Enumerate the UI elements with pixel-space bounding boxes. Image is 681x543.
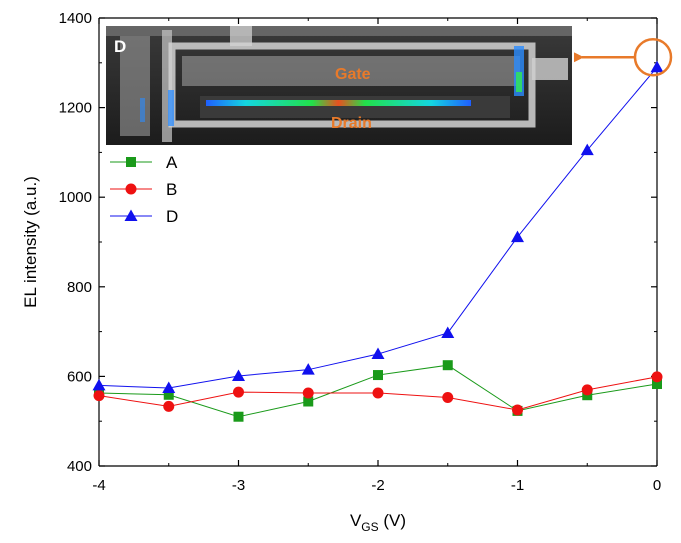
inset-corner-label: D bbox=[114, 37, 126, 56]
series-b-point bbox=[651, 371, 663, 383]
series-b-point bbox=[233, 386, 244, 398]
x-tick-label: -2 bbox=[371, 477, 384, 494]
y-tick-label: 400 bbox=[67, 458, 92, 475]
legend-a-marker bbox=[126, 157, 136, 167]
series-d-point bbox=[92, 378, 106, 391]
data-series bbox=[92, 60, 664, 422]
inset-left-line bbox=[162, 30, 172, 142]
series-d-point bbox=[301, 363, 315, 375]
axis-ticks: -4 -3 -2 -1 0 400 600 800 1000 1200 1400 bbox=[59, 10, 662, 494]
series-b-point bbox=[512, 404, 523, 416]
highlight-circle bbox=[633, 38, 673, 77]
inset-top-pad bbox=[230, 26, 252, 46]
series-d-point bbox=[441, 326, 455, 338]
legend-a-label: A bbox=[166, 153, 178, 172]
series-d-point bbox=[580, 143, 594, 156]
y-tick-label: 1400 bbox=[59, 10, 92, 27]
series-d bbox=[92, 60, 664, 394]
series-b-point bbox=[302, 387, 314, 399]
series-d-point bbox=[511, 230, 524, 243]
series-b-point bbox=[93, 390, 105, 402]
series-a-point bbox=[163, 389, 174, 400]
y-tick-label: 1000 bbox=[59, 189, 92, 206]
x-axis-title-unit: (V) bbox=[379, 511, 406, 530]
series-d-point bbox=[650, 60, 664, 73]
x-axis-title-subscript: GS bbox=[361, 520, 378, 534]
series-a-point bbox=[442, 360, 453, 371]
highlight-annotation bbox=[574, 38, 673, 77]
x-tick-label: -3 bbox=[232, 477, 245, 494]
inset-right-terminal bbox=[532, 58, 568, 80]
inset-gate-loop-outer bbox=[168, 42, 536, 128]
series-d-point bbox=[162, 381, 176, 394]
x-tick-label: 0 bbox=[653, 477, 661, 494]
x-axis-title: VGS (V) bbox=[350, 511, 406, 534]
y-tick-label: 800 bbox=[67, 279, 92, 296]
series-b-point bbox=[372, 387, 384, 399]
legend-d-label: D bbox=[166, 207, 178, 226]
series-b-point bbox=[581, 384, 593, 396]
inset-drain-emission bbox=[206, 100, 471, 106]
series-a-point bbox=[303, 396, 314, 407]
inset-left-glow bbox=[168, 90, 174, 126]
x-tick-label: -1 bbox=[511, 477, 524, 494]
x-tick-label: -4 bbox=[92, 477, 105, 494]
series-a-point bbox=[373, 370, 383, 381]
series-d-point bbox=[232, 369, 245, 381]
y-tick-label: 600 bbox=[67, 368, 92, 385]
inset-gate-label: Gate bbox=[335, 66, 371, 83]
inset-top-strip bbox=[106, 26, 572, 36]
legend-b-label: B bbox=[166, 180, 177, 199]
series-b-point bbox=[442, 391, 454, 403]
legend-d-marker bbox=[124, 209, 138, 221]
inset-right-corner-glow-core bbox=[516, 72, 522, 92]
series-a-point bbox=[233, 411, 244, 422]
series-d-point bbox=[371, 347, 385, 359]
legend-b-marker bbox=[125, 183, 137, 195]
series-b-point bbox=[163, 400, 175, 412]
inset-drain-label: Drain bbox=[331, 115, 372, 132]
inset-right-corner-glow bbox=[514, 46, 524, 96]
series-b bbox=[93, 371, 663, 416]
inset-gate-inner bbox=[182, 56, 520, 86]
y-axis-title: EL intensity (a.u.) bbox=[21, 176, 40, 308]
x-axis-title-main: V bbox=[350, 511, 362, 530]
inset-left-glow-small bbox=[140, 98, 145, 122]
series-a-point bbox=[652, 379, 662, 390]
inset-micrograph: D Gate Drain bbox=[106, 26, 572, 145]
y-tick-label: 1200 bbox=[59, 100, 92, 117]
legend: ABD bbox=[110, 153, 178, 226]
